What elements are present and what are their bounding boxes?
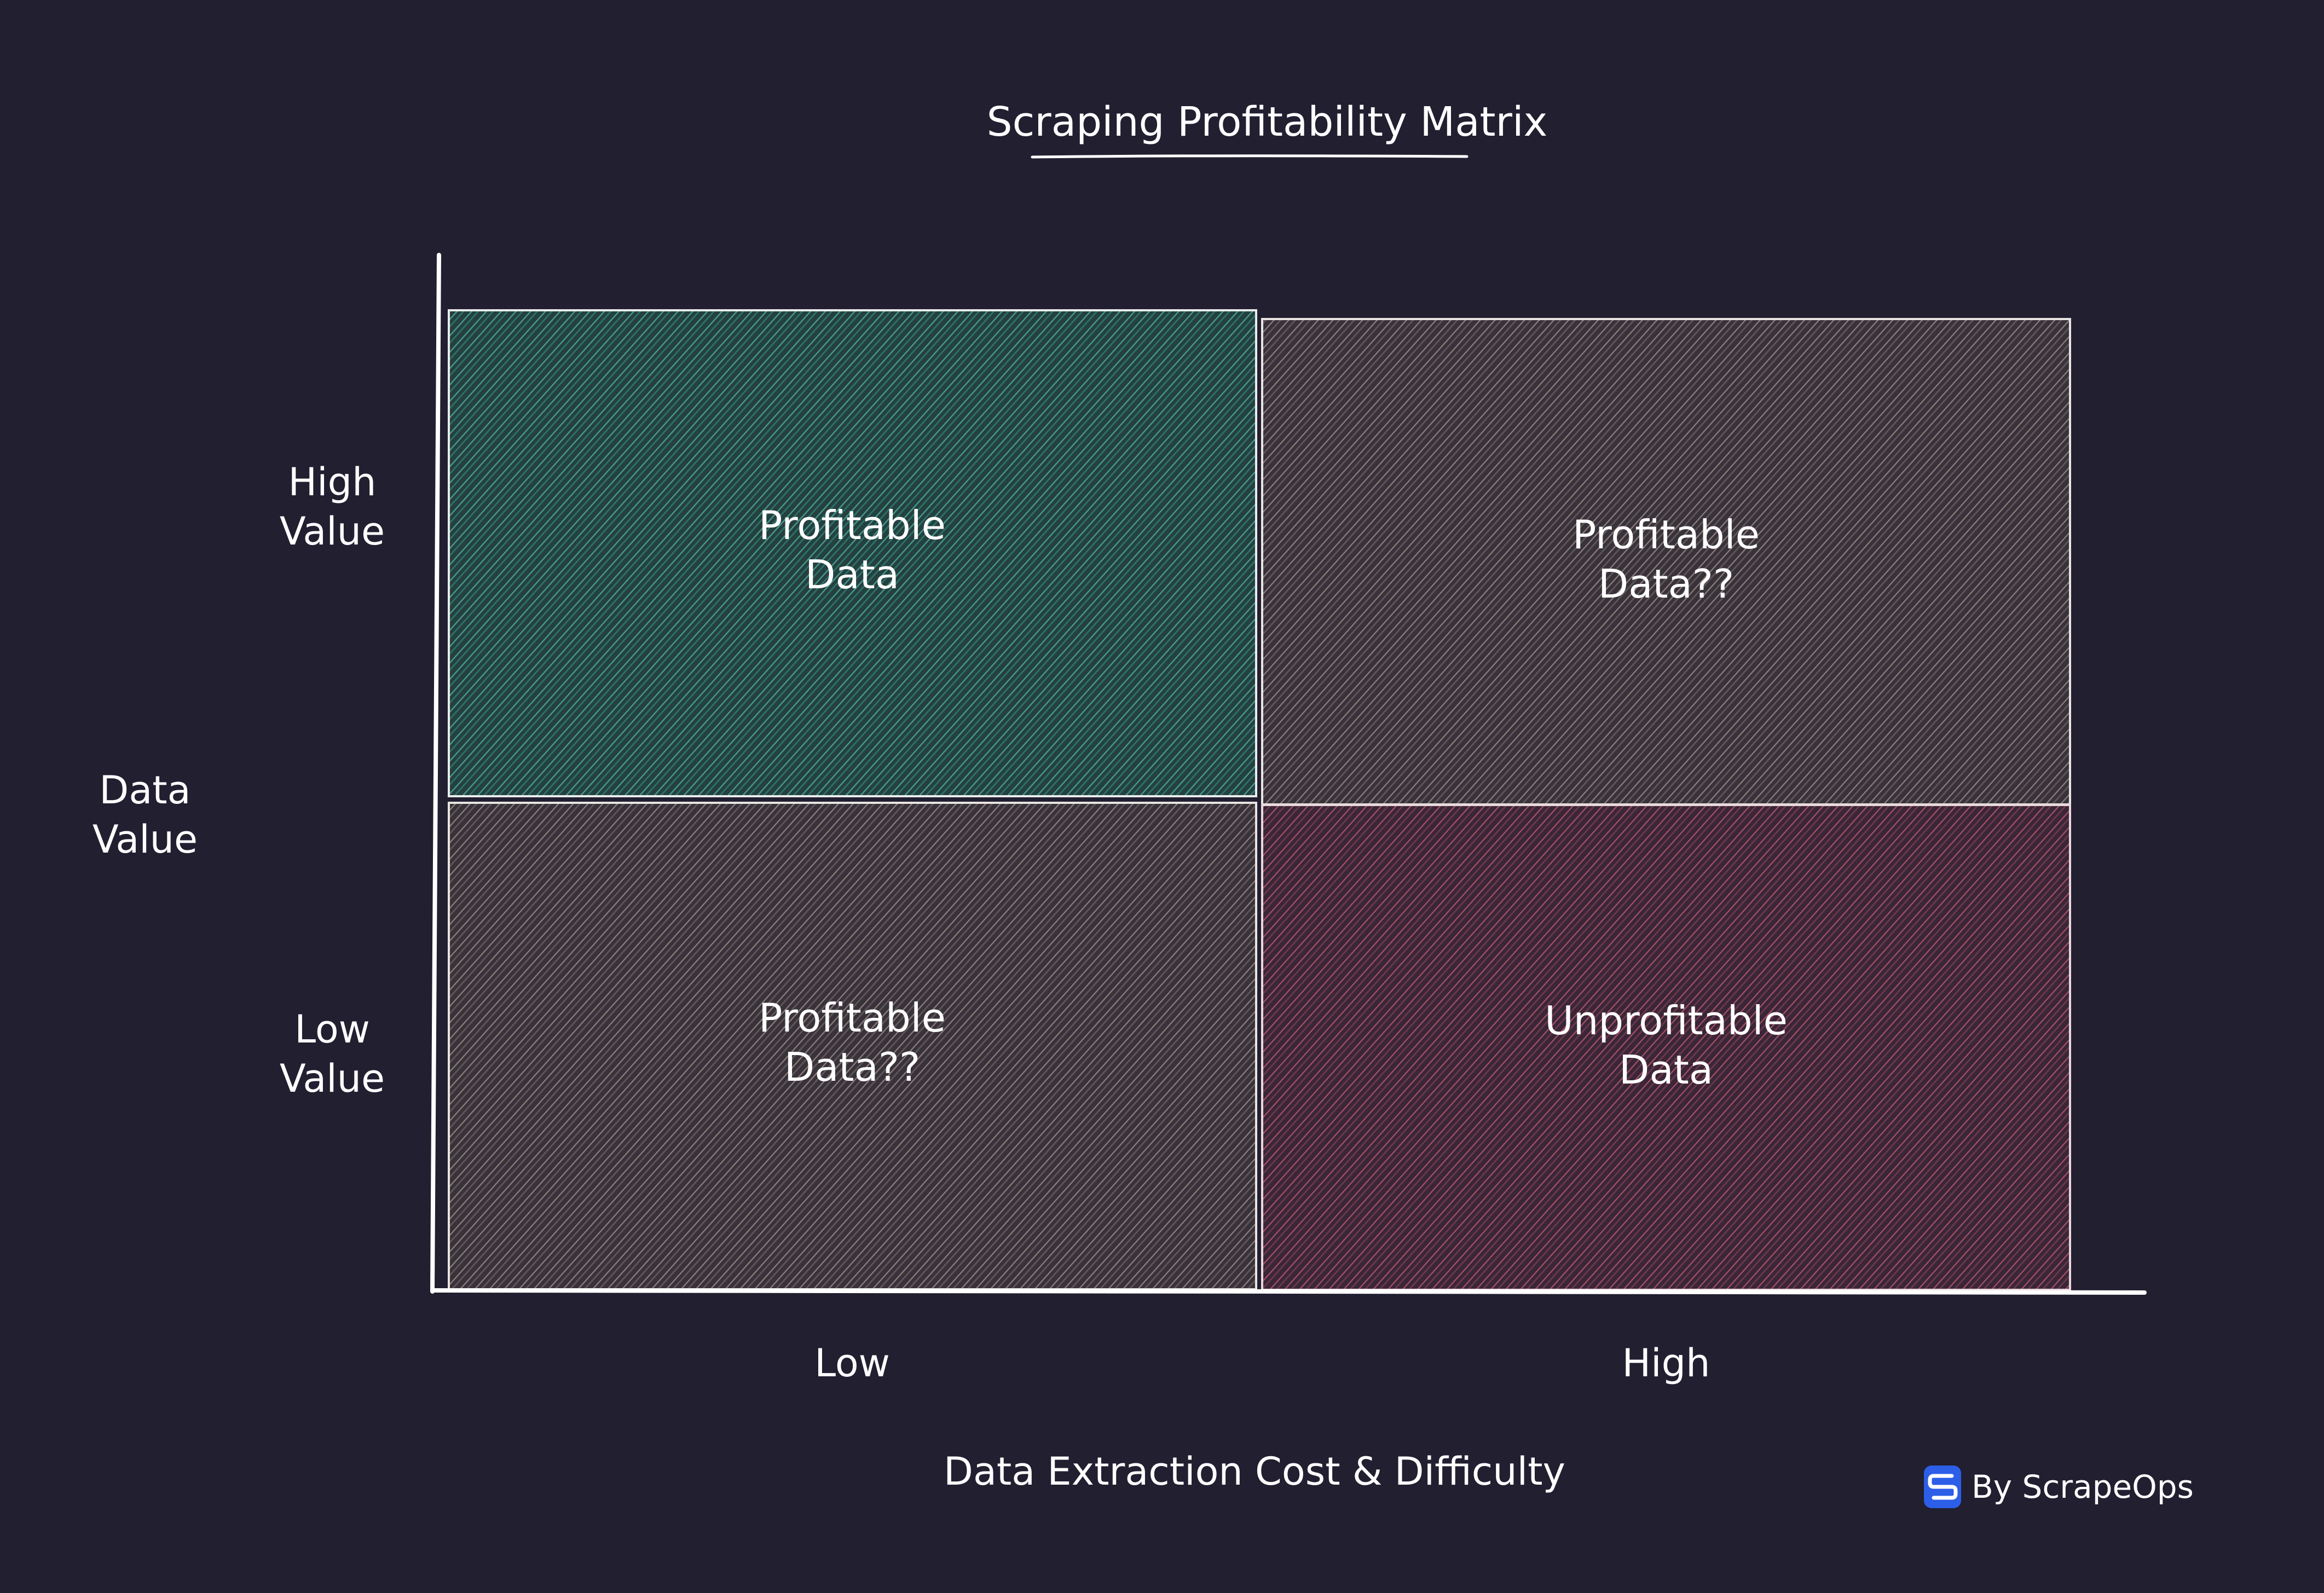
x-low-label: Low [814,1341,890,1386]
quadrant-bottom-right: Unprofitable Data [1261,804,2071,1291]
diagram-title: Scraping Profitability Matrix [987,99,1548,146]
quadrant-bottom-right-line-1: Unprofitable [1545,998,1788,1044]
y-high-label-line-2: Value [280,509,385,554]
credit: By ScrapeOps [1924,1465,2194,1508]
quadrant-bottom-right-line-2: Data [1619,1047,1713,1093]
quadrant-top-right-line-2: Data?? [1598,561,1734,607]
y-axis-title-line-1: Data [99,768,190,813]
y-axis-title-line-2: Value [93,817,198,862]
x-axis-title: Data Extraction Cost & Difficulty [944,1449,1565,1494]
y-high-label-line-1: High [288,460,377,505]
x-high-label: High [1622,1341,1710,1386]
quadrant-bottom-left-line-1: Profitable [759,995,946,1041]
quadrant-top-left: Profitable Data [448,309,1257,797]
y-axis-line [430,253,441,1294]
y-low-label-line-1: Low [294,1007,370,1052]
quadrant-bottom-left-line-2: Data?? [784,1044,920,1090]
quadrant-top-left-line-2: Data [805,552,899,598]
title-underline [1031,154,1469,159]
y-low-label-line-2: Value [280,1056,385,1101]
quadrant-top-left-line-1: Profitable [759,502,946,548]
credit-text: By ScrapeOps [1972,1468,2194,1505]
quadrant-top-right: Profitable Data?? [1261,318,2071,806]
quadrant-top-right-line-1: Profitable [1573,512,1760,558]
quadrant-bottom-left: Profitable Data?? [448,802,1257,1290]
scrapeops-logo-icon [1924,1465,1961,1508]
x-axis-line [430,1287,2147,1295]
